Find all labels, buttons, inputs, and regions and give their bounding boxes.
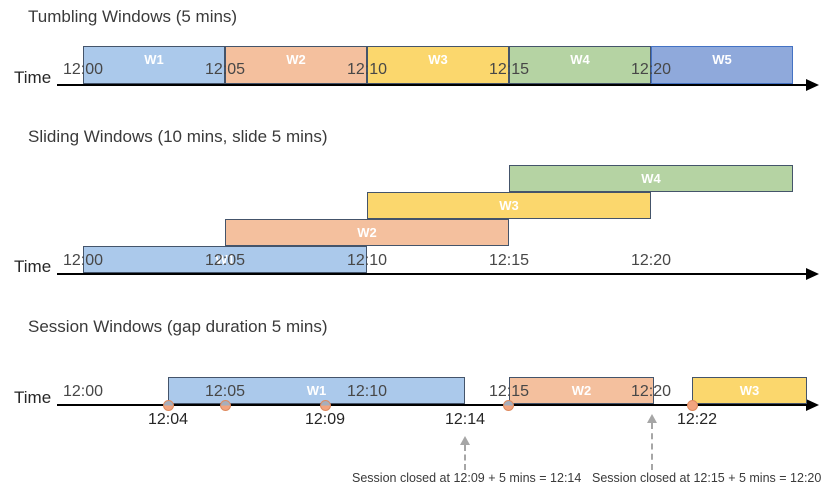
window-label: W3 xyxy=(499,198,519,213)
tumbling-tick-1205: 12:05 xyxy=(204,61,246,79)
window-label: W1 xyxy=(306,383,327,398)
session-event-time-label-1204: 12:04 xyxy=(147,411,189,428)
session-closed-arrow-icon-2 xyxy=(647,414,657,423)
session-event-dot-4 xyxy=(503,400,514,411)
session-event-dot-1 xyxy=(163,400,174,411)
tumbling-tick-1200: 12:00 xyxy=(62,61,104,79)
sliding-tick-1200: 12:00 xyxy=(62,252,104,270)
session-closed-note-1: Session closed at 12:09 + 5 mins = 12:14 xyxy=(352,471,582,485)
session-window-w2: W2 xyxy=(509,377,654,404)
tumbling-window-w5: W5 xyxy=(651,46,793,84)
tumbling-window-w1: W1 xyxy=(83,46,225,84)
session-event-time-label-1209: 12:09 xyxy=(304,411,346,428)
session-event-time-label-1214: 12:14 xyxy=(444,411,486,428)
window-label: W2 xyxy=(286,52,306,67)
session-event-time-label-1222: 12:22 xyxy=(676,411,718,428)
tumbling-time-axis-line xyxy=(57,84,808,86)
session-window-w3: W3 xyxy=(692,377,807,404)
tumbling-window-w3: W3 xyxy=(367,46,509,84)
session-tick-1220: 12:20 xyxy=(630,383,672,401)
tumbling-tick-1220: 12:20 xyxy=(630,61,672,79)
tumbling-tick-1215: 12:15 xyxy=(488,61,530,79)
tumbling-time-axis-label: Time xyxy=(14,68,52,87)
sliding-title: Sliding Windows (10 mins, slide 5 mins) xyxy=(28,127,328,146)
sliding-tick-1215: 12:15 xyxy=(488,252,530,270)
sliding-window-w2: W2 xyxy=(225,219,509,246)
session-tick-1210: 12:10 xyxy=(346,383,388,401)
sliding-tick-1210: 12:10 xyxy=(346,252,388,270)
session-event-dot-5 xyxy=(687,400,698,411)
window-label: W2 xyxy=(571,383,592,398)
window-label: W2 xyxy=(357,225,377,240)
session-closed-note-2: Session closed at 12:15 + 5 mins = 12:20 xyxy=(592,471,822,485)
tumbling-window-w2: W2 xyxy=(225,46,367,84)
session-time-axis-label: Time xyxy=(14,388,52,407)
sliding-window-w3: W3 xyxy=(367,192,651,219)
sliding-time-axis-line xyxy=(57,273,808,275)
session-closed-arrow-icon-1 xyxy=(460,436,470,445)
sliding-time-axis-label: Time xyxy=(14,257,52,276)
session-closed-arrow-shaft-1 xyxy=(464,445,466,470)
sliding-tick-1220: 12:20 xyxy=(630,252,672,270)
session-event-dot-3 xyxy=(320,400,331,411)
window-label: W4 xyxy=(570,52,590,67)
session-window-w1: W1 xyxy=(168,377,465,404)
window-label: W1 xyxy=(144,52,164,67)
session-tick-1200: 12:00 xyxy=(62,383,104,401)
session-closed-arrow-shaft-2 xyxy=(651,423,653,470)
window-label: W1 xyxy=(215,252,235,267)
tumbling-title: Tumbling Windows (5 mins) xyxy=(28,7,238,26)
tumbling-tick-1210: 12:10 xyxy=(346,61,388,79)
sliding-tick-1205: 12:05 xyxy=(204,252,246,270)
window-label: W3 xyxy=(428,52,448,67)
sliding-time-axis-arrowhead-icon xyxy=(806,268,819,280)
sliding-window-w1: W1 xyxy=(83,246,367,273)
session-title: Session Windows (gap duration 5 mins) xyxy=(28,317,328,336)
window-label: W5 xyxy=(712,52,732,67)
tumbling-window-w4: W4 xyxy=(509,46,651,84)
tumbling-time-axis-arrowhead-icon xyxy=(806,79,819,91)
session-time-axis-line xyxy=(57,404,808,406)
session-tick-1215: 12:15 xyxy=(488,383,530,401)
window-label: W4 xyxy=(641,171,661,186)
window-label: W3 xyxy=(739,383,760,398)
session-event-dot-2 xyxy=(220,400,231,411)
session-time-axis-arrowhead-icon xyxy=(806,399,819,411)
sliding-window-w4: W4 xyxy=(509,165,793,192)
session-tick-1205: 12:05 xyxy=(204,383,246,401)
